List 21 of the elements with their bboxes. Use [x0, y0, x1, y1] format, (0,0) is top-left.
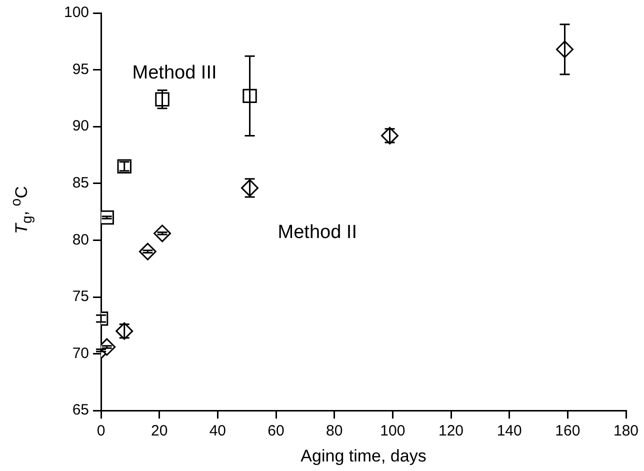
y-tick-label: 90 [72, 118, 90, 135]
x-tick-label: 40 [209, 422, 226, 440]
y-tick-label: 95 [72, 60, 90, 78]
y-tick-label: 100 [64, 4, 90, 22]
x-tick-label: 160 [555, 422, 580, 440]
x-tick-label: 80 [326, 422, 343, 440]
x-tick-label: 100 [380, 422, 406, 440]
x-tick-label: 120 [438, 422, 464, 440]
y-tick-label: 70 [72, 344, 90, 362]
x-tick-label: 140 [496, 422, 522, 440]
y-tick-label: 80 [72, 231, 90, 248]
x-axis-title: Aging time, days [300, 446, 426, 466]
text: Method II [278, 222, 357, 244]
x-tick-label: 60 [268, 422, 284, 440]
x-tick-label: 0 [96, 422, 106, 440]
y-tick-label: 65 [72, 402, 90, 419]
y-tick-label: 85 [72, 174, 90, 192]
x-tick-label: 180 [613, 422, 639, 440]
series-label: Method III [132, 62, 217, 84]
x-tick-label: 20 [151, 422, 168, 440]
y-tick-label: 75 [72, 288, 90, 306]
